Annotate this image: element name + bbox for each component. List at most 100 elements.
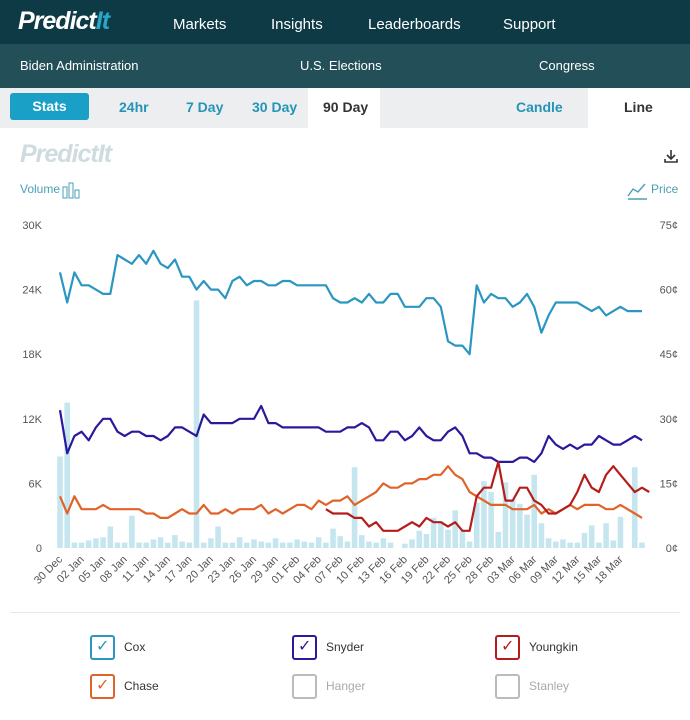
checkbox-stanley[interactable]	[495, 674, 520, 699]
tab-90-day[interactable]: 90 Day	[308, 88, 380, 128]
volume-bar	[373, 542, 379, 548]
volume-bar	[531, 474, 538, 548]
series-line-snyder	[58, 404, 643, 463]
bar-chart-icon	[62, 182, 80, 199]
y-left-tick-label: 30K	[22, 220, 42, 232]
volume-bar	[107, 526, 114, 548]
series-line-chase	[58, 465, 643, 519]
volume-bar	[315, 537, 322, 548]
legend-label-hanger: Hanger	[326, 679, 366, 693]
volume-bar	[430, 517, 437, 548]
price-volume-chart: Volume Price 0 6K 12K 18K 24K 30K 0¢ 15¢ 30¢ 45¢ 60¢…	[20, 150, 679, 587]
volume-bar	[114, 542, 121, 548]
volume-bar	[610, 540, 617, 548]
tab-stats[interactable]: Stats	[10, 93, 89, 120]
checkbox-cox[interactable]: ✓	[90, 635, 115, 660]
line-chart-icon	[627, 183, 647, 200]
checkbox-hanger[interactable]	[292, 674, 317, 699]
volume-bar	[57, 456, 63, 548]
volume-bar	[251, 539, 257, 548]
volume-bar	[323, 542, 329, 548]
volume-bar	[193, 300, 200, 548]
volume-bar	[200, 542, 207, 548]
volume-bar	[172, 535, 178, 548]
volume-bar	[445, 529, 451, 548]
volume-bar	[552, 541, 559, 548]
volume-bar	[639, 542, 645, 548]
tab-24hr[interactable]: 24hr	[119, 99, 149, 115]
volume-bar	[574, 542, 581, 548]
volume-bar	[509, 499, 516, 548]
subnav-biden-administration[interactable]: Biden Administration	[20, 58, 139, 73]
volume-bar	[179, 541, 185, 548]
volume-bar	[358, 535, 365, 548]
volume-bar	[85, 540, 92, 548]
legend-label-chase: Chase	[124, 679, 159, 693]
logo-it: It	[95, 7, 110, 35]
volume-bar	[596, 542, 602, 548]
chart-tab-bar: Stats 24hr 7 Day 30 Day 90 Day Candle Li…	[0, 88, 690, 128]
volume-bar	[387, 542, 394, 548]
checkbox-chase[interactable]: ✓	[90, 674, 115, 699]
volume-bar	[294, 539, 300, 548]
volume-bar	[121, 542, 128, 548]
nav-insights[interactable]: Insights	[271, 16, 323, 33]
chart-area: PredictIt Volume Price 0 6K 12K 18K 24K 30K 0¢ 15…	[0, 128, 690, 610]
y-right-tick-label: 60¢	[660, 285, 678, 297]
volume-bar	[409, 539, 415, 548]
volume-bar	[222, 542, 229, 548]
subnav-us-elections[interactable]: U.S. Elections	[300, 58, 382, 73]
predictit-logo[interactable]: PredictIt	[18, 7, 110, 36]
tab-30-day[interactable]: 30 Day	[252, 99, 298, 115]
checkbox-snyder[interactable]: ✓	[292, 635, 317, 660]
volume-bar	[466, 541, 473, 548]
volume-bar	[438, 521, 444, 548]
price-label: Price	[651, 182, 679, 196]
volume-bar	[93, 538, 99, 548]
subnav-congress[interactable]: Congress	[539, 58, 595, 73]
volume-bar	[279, 542, 286, 548]
nav-support[interactable]: Support	[503, 16, 556, 33]
check-icon: ✓	[96, 677, 110, 694]
volume-bar	[157, 537, 164, 548]
volume-bar	[308, 542, 315, 548]
volume-bar	[502, 482, 509, 548]
legend-label-cox: Cox	[124, 640, 146, 654]
volume-bar	[567, 542, 573, 548]
volume-bar	[287, 542, 293, 548]
volume-bar	[229, 542, 236, 548]
tab-candle[interactable]: Candle	[516, 99, 563, 115]
volume-bar	[481, 481, 487, 548]
nav-markets[interactable]: Markets	[173, 16, 227, 33]
volume-bar	[236, 537, 243, 548]
logo-main: Predict	[18, 7, 97, 35]
y-right-tick-label: 75¢	[660, 220, 678, 232]
series-line-youngkin	[325, 460, 650, 532]
tab-7-day[interactable]: 7 Day	[186, 99, 224, 115]
volume-bar	[272, 538, 279, 548]
check-icon: ✓	[298, 638, 312, 655]
checkbox-youngkin[interactable]: ✓	[495, 635, 520, 660]
volume-bar	[337, 536, 344, 548]
volume-bar	[344, 541, 351, 548]
sub-nav: Biden Administration U.S. Elections Cong…	[0, 44, 690, 88]
volume-bar	[416, 530, 423, 548]
tab-line[interactable]: Line	[588, 88, 690, 128]
volume-bar	[136, 542, 142, 548]
volume-bar	[208, 538, 214, 548]
download-icon[interactable]	[664, 150, 678, 163]
volume-bar	[603, 523, 609, 548]
volume-bar	[258, 541, 264, 548]
volume-bar	[452, 510, 458, 548]
legend-label-snyder: Snyder	[326, 640, 365, 654]
legend-panel: ✓ Cox ✓ Snyder ✓ Youngkin ✓ Chase Hanger…	[10, 612, 680, 720]
volume-bar	[71, 542, 78, 548]
volume-bar	[581, 532, 588, 548]
volume-bar	[351, 467, 358, 548]
volume-bar	[488, 492, 494, 548]
volume-bar	[495, 531, 502, 548]
nav-leaderboards[interactable]: Leaderboards	[368, 16, 461, 33]
check-icon: ✓	[96, 638, 110, 655]
volume-bar	[330, 528, 336, 548]
volume-bar	[423, 534, 430, 548]
